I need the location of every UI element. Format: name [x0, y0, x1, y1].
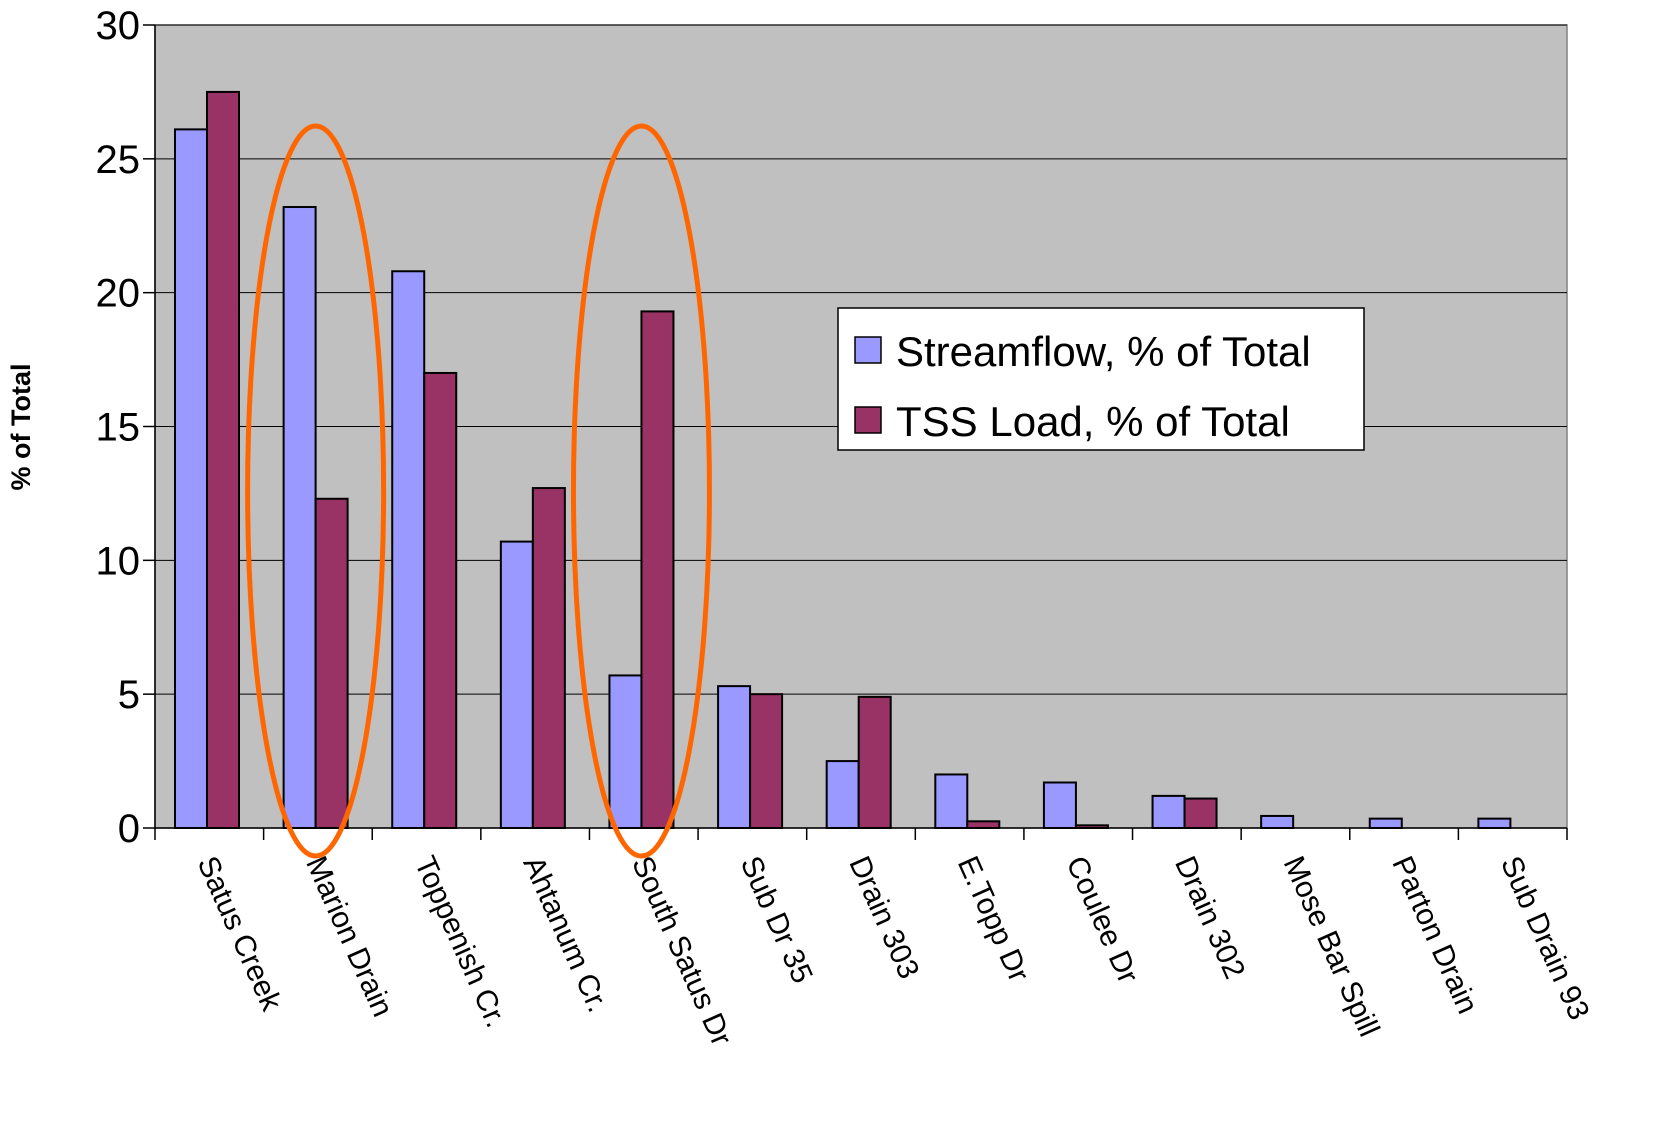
- bar-streamflow-of-total-toppenish-cr: [391, 270, 426, 829]
- legend: Streamflow, % of Total TSS Load, % of To…: [837, 307, 1365, 451]
- x-tick-label-marion-drain: Marion Drain: [299, 851, 399, 1021]
- bar-streamflow-of-total-marion-drain: [282, 206, 317, 830]
- x-tick-label-sub-drain-93: Sub Drain 93: [1494, 851, 1595, 1024]
- bar-streamflow-of-total-parton-drain: [1368, 817, 1403, 829]
- bar-tss-load-of-total-e-topp-dr: [966, 820, 1001, 830]
- x-tick-label-satus-creek: Satus Creek: [191, 851, 289, 1016]
- y-axis-label: % of Total: [6, 364, 36, 491]
- y-tick-label-10: 10: [96, 539, 141, 583]
- legend-entry-tss-load: TSS Load, % of Total: [896, 398, 1290, 445]
- bar-streamflow-of-total-ahtanum-cr: [499, 540, 534, 829]
- x-tick-label-south-satus-dr: South Satus Dr: [625, 851, 738, 1050]
- bar-tss-load-of-total-sub-dr-35: [749, 693, 784, 830]
- bar-streamflow-of-total-coulee-dr: [1042, 781, 1077, 829]
- y-tick-label-5: 5: [118, 673, 140, 717]
- x-tick-label-toppenish-cr: Toppenish Cr.: [408, 851, 513, 1032]
- x-tick-label-drain-302: Drain 302: [1168, 851, 1251, 983]
- legend-box: [837, 307, 1365, 451]
- bar-streamflow-of-total-sub-dr-35: [717, 685, 752, 829]
- bar-tss-load-of-total-satus-creek: [206, 90, 240, 829]
- x-tick-label-sub-dr-35: Sub Dr 35: [734, 851, 819, 988]
- bar-tss-load-of-total-toppenish-cr: [423, 371, 458, 829]
- x-tick-label-drain-303: Drain 303: [842, 851, 925, 983]
- y-tick-label-0: 0: [118, 807, 140, 851]
- bar-tss-load-of-total-drain-302: [1183, 797, 1218, 829]
- legend-swatch-streamflow: [854, 336, 882, 364]
- axes: [143, 24, 1568, 840]
- bar-tss-load-of-total-drain-303: [857, 695, 892, 829]
- bars: [174, 90, 1512, 830]
- y-tick-label-15: 15: [96, 406, 141, 450]
- bar-streamflow-of-total-satus-creek: [174, 128, 208, 829]
- bar-streamflow-of-total-drain-302: [1151, 794, 1186, 830]
- bar-streamflow-of-total-e-topp-dr: [934, 773, 969, 830]
- y-tick-labels: 0 5 10 15 20 25 30: [96, 4, 141, 851]
- x-tick-label-parton-drain: Parton Drain: [1385, 851, 1484, 1018]
- x-tick-label-ahtanum-cr: Ahtanum Cr.: [516, 851, 614, 1017]
- bar-streamflow-of-total-drain-303: [825, 760, 860, 829]
- x-tick-label-coulee-dr: Coulee Dr: [1060, 851, 1145, 988]
- y-tick-label-25: 25: [96, 138, 141, 182]
- legend-entry-streamflow: Streamflow, % of Total: [896, 328, 1311, 375]
- bar-tss-load-of-total-marion-drain: [314, 497, 349, 829]
- bar-tss-load-of-total-ahtanum-cr: [531, 487, 566, 829]
- bar-streamflow-of-total-south-satus-dr: [608, 674, 643, 829]
- highlight-ellipse-marion-drain: [245, 123, 387, 859]
- legend-swatch-tss-load: [854, 406, 882, 434]
- y-tick-label-30: 30: [96, 4, 141, 48]
- x-tick-label-e-topp-dr: E.Topp Dr: [951, 851, 1035, 986]
- y-tick-label-20: 20: [96, 272, 141, 316]
- highlight-ellipse-south-satus-dr: [570, 123, 712, 859]
- bar-streamflow-of-total-mose-bar-spill: [1260, 814, 1295, 830]
- highlight-ellipses: [245, 123, 712, 859]
- x-tick-label-mose-bar-spill: Mose Bar Spill: [1277, 851, 1386, 1041]
- bar-streamflow-of-total-sub-drain-93: [1477, 817, 1512, 829]
- x-tick-labels: Satus Creek Marion Drain Toppenish Cr. Ahta…: [191, 851, 1596, 1050]
- bar-tss-load-of-total-south-satus-dr: [640, 310, 675, 829]
- gridlines: [155, 24, 1567, 695]
